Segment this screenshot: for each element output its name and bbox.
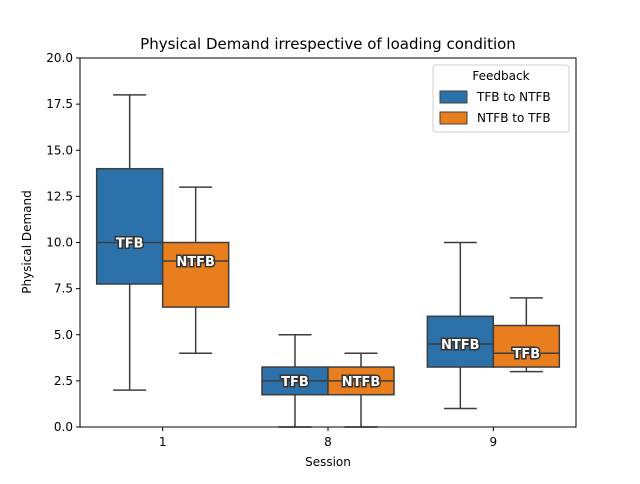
legend-swatch-ntfb-to-tfb xyxy=(439,111,468,125)
box-ntfb-to-tfb-session-1: NTFB xyxy=(161,186,230,354)
y-tick-label: 20.0 xyxy=(46,51,73,65)
legend-label-tfb-to-ntfb: TFB to NTFB xyxy=(476,90,551,104)
box-iqr xyxy=(95,167,164,285)
box-label: TFB xyxy=(116,237,144,252)
y-axis-ticks: 0.0 2.5 5.0 7.5 10.0 12.5 15.0 17.5 20.0 xyxy=(46,51,80,434)
chart-title: Physical Demand irrespective of loading … xyxy=(140,35,516,53)
y-tick-label: 12.5 xyxy=(46,189,73,203)
box-label: TFB xyxy=(512,347,540,362)
box-iqr xyxy=(426,315,495,368)
box-label: NTFB xyxy=(176,255,215,270)
x-axis-ticks: 1 8 9 xyxy=(159,427,497,449)
y-tick-label: 5.0 xyxy=(54,328,73,342)
box-label: NTFB xyxy=(441,338,480,353)
y-axis-label: Physical Demand xyxy=(20,190,34,294)
y-tick-label: 7.5 xyxy=(54,282,73,296)
x-axis-label: Session xyxy=(305,455,351,469)
x-tick-label: 1 xyxy=(159,435,167,449)
legend: Feedback TFB to NTFB NTFB to TFB xyxy=(432,64,570,133)
x-tick-label: 8 xyxy=(324,435,332,449)
box-label: TFB xyxy=(281,375,309,390)
legend-swatch-tfb-to-ntfb xyxy=(439,90,468,104)
box-label: NTFB xyxy=(342,375,381,390)
legend-label-ntfb-to-tfb: NTFB to TFB xyxy=(477,111,551,125)
box-iqr xyxy=(161,241,230,308)
y-tick-label: 10.0 xyxy=(46,236,73,250)
y-tick-label: 2.5 xyxy=(54,374,73,388)
plot-frame xyxy=(79,57,577,428)
y-tick-label: 0.0 xyxy=(54,420,73,434)
x-tick-label: 9 xyxy=(490,435,498,449)
box-ntfb-to-tfb-session-8: NTFB xyxy=(327,352,395,428)
box-tfb-to-ntfb-session-8: TFB xyxy=(261,334,329,428)
box-ntfb-to-tfb-session-9: TFB xyxy=(492,297,561,373)
y-tick-label: 17.5 xyxy=(46,97,73,111)
y-tick-label: 15.0 xyxy=(46,143,73,157)
box-tfb-to-ntfb-session-1: TFB xyxy=(95,94,164,391)
legend-title: Feedback xyxy=(472,69,529,83)
plot-marks: TFB TFB NTFB NTFB NTFB TFB xyxy=(95,94,561,428)
box-iqr xyxy=(492,324,561,368)
box-tfb-to-ntfb-session-9: NTFB xyxy=(426,241,495,410)
